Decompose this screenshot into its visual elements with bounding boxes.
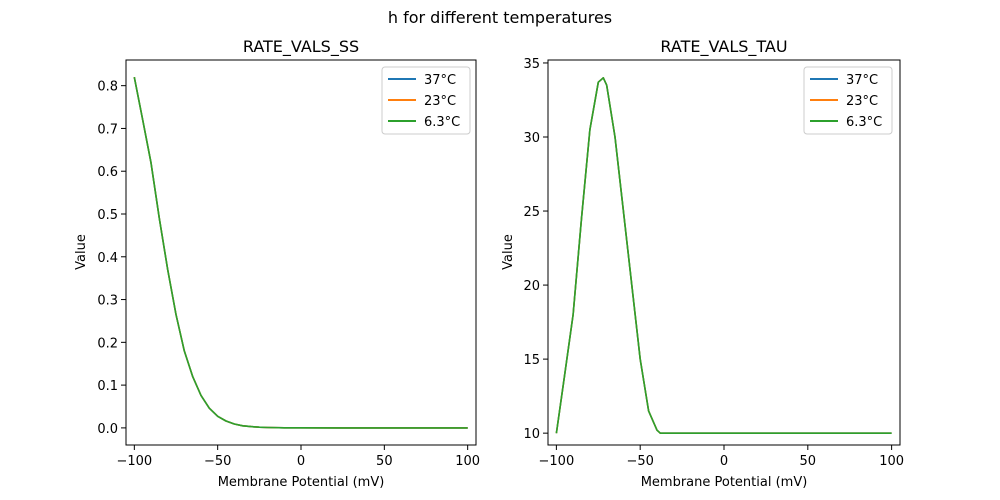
- legend-frame: [381, 66, 471, 135]
- chart-rate-vals-ss: RATE_VALS_SS −100 −50 0 50 100 0.0 0.1 0.2 0.3 0.…: [74, 37, 480, 490]
- y-tick-label: 10: [523, 427, 540, 442]
- x-axis-label: Membrane Potential (mV): [641, 475, 808, 490]
- y-tick-label: 0.0: [97, 422, 118, 437]
- y-tick-label: 0.8: [97, 80, 118, 95]
- x-tick-label: −100: [539, 454, 575, 469]
- legend-label-37c: 37°C: [424, 73, 456, 88]
- y-tick-label: 0.4: [97, 251, 118, 266]
- legend: 37°C 23°C 6.3°C: [381, 66, 471, 135]
- legend-label-37c: 37°C: [846, 73, 878, 88]
- y-tick-label: 35: [523, 57, 540, 72]
- y-tick-label: 0.5: [97, 208, 118, 223]
- y-tick-label: 0.2: [97, 336, 118, 351]
- x-axis-label: Membrane Potential (mV): [218, 475, 385, 490]
- x-tick-label: −50: [626, 454, 653, 469]
- series-line-6-3-c: [133, 76, 468, 429]
- chart-rate-vals-tau: RATE_VALS_TAU −100 −50 0 50 100101520253035 …: [501, 37, 904, 490]
- x-tick-label: 50: [800, 454, 817, 469]
- tick-group: −100 −50 0 50 100 0.0 0.1 0.2 0.3 0.4 0.5 0.6 0.7 0.8: [97, 80, 480, 469]
- legend: 37°C 23°C 6.3°C: [803, 66, 893, 135]
- series-lines: [555, 77, 892, 435]
- y-tick-label: 0.3: [97, 294, 118, 309]
- series-lines: [133, 76, 468, 429]
- y-tick-label: 0.6: [97, 165, 118, 180]
- chart-title: RATE_VALS_SS: [243, 37, 359, 57]
- figure-suptitle: h for different temperatures: [388, 8, 612, 27]
- x-tick-label: 100: [879, 454, 904, 469]
- legend-frame: [803, 66, 893, 135]
- tick-group: −100 −50 0 50 100 10 15 20 25 30 35: [523, 57, 904, 469]
- y-tick-label: 0.7: [97, 122, 118, 137]
- plot-frame: [547, 59, 901, 446]
- y-tick-label: 15: [523, 353, 540, 368]
- legend-label-6-3c: 6.3°C: [846, 115, 882, 130]
- legend-label-23c: 23°C: [424, 94, 456, 109]
- x-tick-label: 0: [297, 454, 305, 469]
- series-line-6-3-c: [555, 77, 892, 435]
- y-tick-label: 25: [523, 205, 540, 220]
- x-tick-label: 100: [455, 454, 480, 469]
- y-tick-label: 20: [523, 279, 540, 294]
- x-tick-label: 50: [376, 454, 393, 469]
- plot-frame: [125, 59, 477, 446]
- x-tick-label: 0: [720, 454, 728, 469]
- y-axis-label: Value: [501, 234, 516, 270]
- y-axis-label: Value: [74, 234, 89, 270]
- chart-title: RATE_VALS_TAU: [660, 37, 787, 57]
- y-tick-label: 0.1: [97, 379, 118, 394]
- y-tick-label: 30: [523, 131, 540, 146]
- x-tick-label: −100: [116, 454, 152, 469]
- x-tick-label: −50: [204, 454, 231, 469]
- legend-label-6-3c: 6.3°C: [424, 115, 460, 130]
- legend-label-23c: 23°C: [846, 94, 878, 109]
